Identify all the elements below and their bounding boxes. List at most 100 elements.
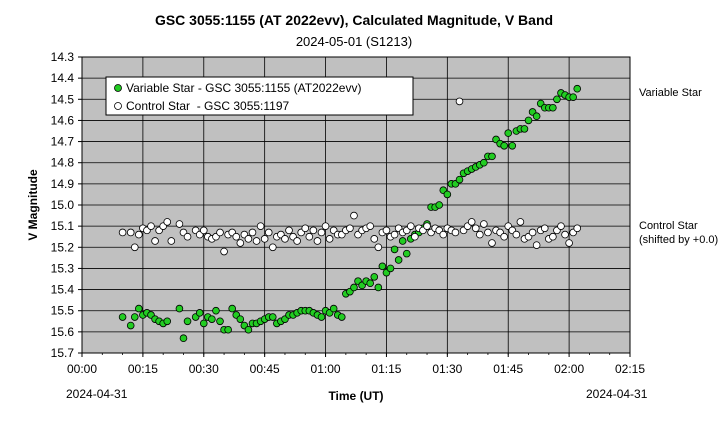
variable-star-point: [508, 142, 517, 150]
x-tick-label: 02:00: [554, 362, 584, 376]
control-star-point: [264, 228, 273, 237]
variable-star-point: [520, 125, 529, 133]
variable-star-point: [549, 103, 557, 112]
variable-star-point: [435, 201, 444, 209]
control-star-point: [390, 230, 399, 239]
variable-star-point: [398, 237, 407, 245]
control-star-point: [528, 228, 537, 237]
variable-star-point: [268, 313, 277, 321]
variable-star-point: [553, 95, 561, 104]
y-tick-label: 15.1: [51, 219, 75, 233]
x-tick-label: 00:00: [67, 362, 97, 376]
control-star-point: [268, 243, 277, 252]
variable-star-point: [208, 315, 216, 323]
y-tick-label: 15.3: [51, 261, 75, 275]
control-star-point: [439, 230, 448, 239]
legend-marker-variable: [114, 84, 122, 92]
variable-star-point: [216, 317, 224, 326]
y-tick-label: 14.4: [51, 71, 75, 85]
variable-star-point: [366, 279, 375, 288]
variable-star-point: [569, 93, 577, 101]
control-star-point: [293, 237, 301, 245]
variable-star-point: [224, 325, 232, 334]
variable-star-point: [573, 84, 582, 93]
control-star-point: [260, 235, 269, 243]
variable-star-point: [350, 283, 358, 292]
y-tick-label: 15.0: [51, 198, 75, 212]
x-tick-label: 00:30: [189, 362, 219, 376]
variable-star-point: [374, 283, 383, 292]
y-tick-label: 14.3: [51, 50, 75, 64]
control-star-point: [163, 218, 172, 226]
control-star-point: [118, 228, 127, 237]
control-star-point: [321, 222, 330, 230]
variable-star-point: [500, 142, 508, 150]
control-star-point: [350, 211, 358, 220]
control-star-point: [167, 237, 176, 245]
control-star-point: [325, 235, 334, 243]
chart-subtitle: 2024-05-01 (S1213): [296, 34, 412, 49]
variable-star-point: [488, 152, 496, 161]
variable-star-point: [378, 262, 387, 271]
axis-ticks: 00:00 00:15 00:30 00:45 01:00 01:15 01:30 01:45…: [51, 50, 646, 376]
control-star-point: [183, 232, 192, 241]
y-tick-label: 14.9: [51, 177, 75, 191]
control-star-point: [467, 218, 476, 226]
control-star-point: [285, 226, 293, 235]
control-star-point: [512, 230, 521, 239]
control-star-point: [256, 222, 265, 230]
control-star-point: [346, 224, 354, 233]
x-tick-label: 00:15: [128, 362, 158, 376]
data-points: [118, 84, 582, 343]
variable-star-point: [175, 304, 184, 313]
y-tick-label: 14.8: [51, 156, 75, 170]
variable-star-point: [163, 317, 172, 326]
control-star-point: [374, 243, 383, 252]
control-star-point: [406, 222, 415, 230]
variable-star-side-label: Variable Star: [639, 87, 702, 99]
y-tick-label: 15.6: [51, 325, 75, 339]
control-star-point: [244, 235, 253, 243]
variable-star-point: [443, 190, 452, 199]
variable-star-point: [317, 313, 326, 321]
control-star-shift-label: (shifted by +0.0): [639, 234, 718, 246]
control-star-point: [130, 243, 139, 252]
variable-star-point: [179, 334, 188, 343]
variable-star-point: [532, 112, 541, 120]
control-star-point: [549, 232, 557, 241]
y-axis-label: V Magnitude: [26, 169, 40, 241]
variable-star-point: [236, 315, 245, 323]
control-star-point: [471, 224, 480, 233]
control-star-point: [565, 239, 573, 247]
x-tick-label: 01:45: [493, 362, 523, 376]
variable-star-point: [195, 309, 204, 317]
y-tick-label: 15.5: [51, 304, 75, 318]
control-star-point: [488, 239, 496, 247]
x-axis-label: Time (UT): [328, 389, 383, 403]
variable-star-point: [390, 245, 399, 254]
control-star-point: [220, 247, 228, 256]
control-star-point: [451, 228, 460, 237]
x-tick-label: 01:00: [311, 362, 341, 376]
x-tick-label: 02:15: [615, 362, 645, 376]
control-star-point: [382, 226, 391, 235]
control-star-point: [516, 218, 525, 226]
control-star-point: [216, 228, 224, 237]
control-star-point: [480, 220, 488, 228]
legend-label-control: Control Star - GSC 3055:1197: [126, 99, 290, 113]
variable-star-point: [228, 304, 236, 313]
variable-star-point: [370, 273, 379, 281]
legend: Variable Star - GSC 3055:1155 (AT2022evv…: [105, 76, 414, 116]
control-star-point: [366, 222, 375, 230]
control-star-point: [248, 228, 257, 237]
control-star-point: [135, 230, 143, 239]
variable-star-point: [130, 313, 139, 321]
x-tick-label: 01:15: [371, 362, 401, 376]
control-star-point: [252, 237, 261, 245]
x-date-right: 2024-04-31: [586, 387, 648, 401]
legend-label-variable: Variable Star - GSC 3055:1155 (AT2022evv…: [126, 81, 361, 95]
variable-star-point: [329, 304, 338, 313]
control-star-point: [423, 222, 431, 230]
control-star-point: [317, 228, 326, 237]
